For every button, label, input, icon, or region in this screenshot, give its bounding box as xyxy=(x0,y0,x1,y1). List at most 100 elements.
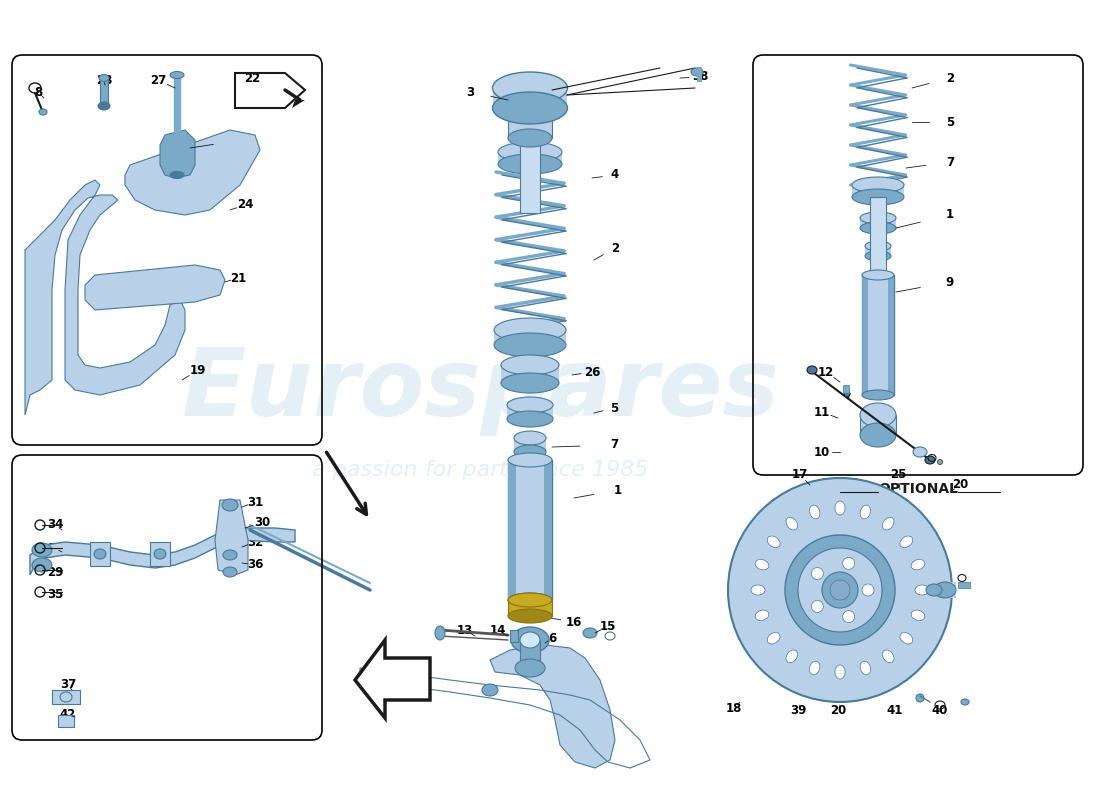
Ellipse shape xyxy=(900,536,913,547)
Text: OPTIONAL: OPTIONAL xyxy=(878,482,958,496)
Ellipse shape xyxy=(860,423,896,447)
Ellipse shape xyxy=(514,431,546,445)
Text: 34: 34 xyxy=(47,518,63,531)
Ellipse shape xyxy=(434,626,446,640)
Bar xyxy=(90,542,110,566)
Circle shape xyxy=(785,535,895,645)
Ellipse shape xyxy=(807,366,817,374)
Text: 19: 19 xyxy=(190,363,206,377)
Ellipse shape xyxy=(94,549,106,559)
Bar xyxy=(888,275,894,395)
Ellipse shape xyxy=(508,593,552,607)
Ellipse shape xyxy=(360,667,379,681)
Text: 29: 29 xyxy=(47,566,63,578)
Ellipse shape xyxy=(751,585,764,595)
Polygon shape xyxy=(490,645,615,768)
Bar xyxy=(934,582,956,598)
Bar xyxy=(843,385,849,393)
Ellipse shape xyxy=(756,559,769,570)
Ellipse shape xyxy=(512,627,549,653)
Text: 22: 22 xyxy=(244,71,260,85)
Ellipse shape xyxy=(508,593,552,607)
Bar xyxy=(852,185,904,197)
Ellipse shape xyxy=(852,189,904,205)
Polygon shape xyxy=(85,265,226,310)
Ellipse shape xyxy=(882,650,894,662)
Text: 32: 32 xyxy=(246,535,263,549)
Text: 14: 14 xyxy=(490,623,506,637)
Bar xyxy=(514,438,546,452)
Ellipse shape xyxy=(514,445,546,459)
Text: 20: 20 xyxy=(829,703,846,717)
Circle shape xyxy=(822,572,858,608)
Ellipse shape xyxy=(961,699,969,705)
Polygon shape xyxy=(25,180,185,415)
Ellipse shape xyxy=(860,661,870,675)
Ellipse shape xyxy=(494,318,566,342)
Bar xyxy=(508,600,552,616)
Ellipse shape xyxy=(583,628,597,638)
Ellipse shape xyxy=(860,212,896,224)
Bar xyxy=(100,78,108,106)
Ellipse shape xyxy=(860,222,896,234)
Bar xyxy=(508,108,552,138)
Text: 12: 12 xyxy=(818,366,834,378)
Ellipse shape xyxy=(835,501,845,515)
Bar xyxy=(860,415,896,435)
Circle shape xyxy=(798,548,882,632)
Text: 25: 25 xyxy=(890,469,906,482)
Polygon shape xyxy=(214,500,248,575)
Bar xyxy=(862,275,868,395)
Ellipse shape xyxy=(852,177,904,193)
Bar xyxy=(58,715,74,727)
Ellipse shape xyxy=(32,558,52,572)
Text: 3: 3 xyxy=(466,86,474,98)
Circle shape xyxy=(830,580,850,600)
Ellipse shape xyxy=(99,74,109,82)
Text: a passion for parts since 1985: a passion for parts since 1985 xyxy=(311,460,648,480)
Ellipse shape xyxy=(508,129,552,147)
Text: 6: 6 xyxy=(548,631,557,645)
Ellipse shape xyxy=(835,665,845,679)
Bar xyxy=(544,460,552,600)
Ellipse shape xyxy=(844,391,850,397)
Text: 20: 20 xyxy=(952,478,968,491)
Text: 9: 9 xyxy=(946,275,954,289)
Ellipse shape xyxy=(507,397,553,413)
Ellipse shape xyxy=(860,403,896,427)
Text: 8: 8 xyxy=(34,86,42,98)
Polygon shape xyxy=(30,528,295,575)
Text: 31: 31 xyxy=(246,495,263,509)
Text: 24: 24 xyxy=(236,198,253,211)
Ellipse shape xyxy=(862,270,894,280)
Polygon shape xyxy=(160,130,195,178)
Text: 18: 18 xyxy=(726,702,742,714)
Ellipse shape xyxy=(915,585,930,595)
Text: 7: 7 xyxy=(609,438,618,451)
Text: 1: 1 xyxy=(614,483,623,497)
Bar xyxy=(510,630,518,642)
Ellipse shape xyxy=(926,584,942,596)
Ellipse shape xyxy=(500,373,559,393)
Ellipse shape xyxy=(494,333,566,357)
Ellipse shape xyxy=(222,499,238,511)
Text: 1: 1 xyxy=(946,209,954,222)
Bar xyxy=(507,405,553,419)
Text: 26: 26 xyxy=(584,366,601,378)
Bar xyxy=(860,218,896,228)
Ellipse shape xyxy=(170,71,184,78)
Text: 38: 38 xyxy=(692,70,708,83)
Text: 15: 15 xyxy=(600,619,616,633)
Text: 5: 5 xyxy=(609,402,618,414)
Ellipse shape xyxy=(911,610,925,621)
Bar xyxy=(862,275,894,395)
Ellipse shape xyxy=(223,550,236,560)
Circle shape xyxy=(843,610,855,622)
Text: 4: 4 xyxy=(610,169,619,182)
Ellipse shape xyxy=(520,632,540,648)
Ellipse shape xyxy=(691,68,703,76)
Ellipse shape xyxy=(515,659,544,677)
Bar xyxy=(52,690,80,704)
Text: 5: 5 xyxy=(946,115,954,129)
Ellipse shape xyxy=(810,505,820,519)
